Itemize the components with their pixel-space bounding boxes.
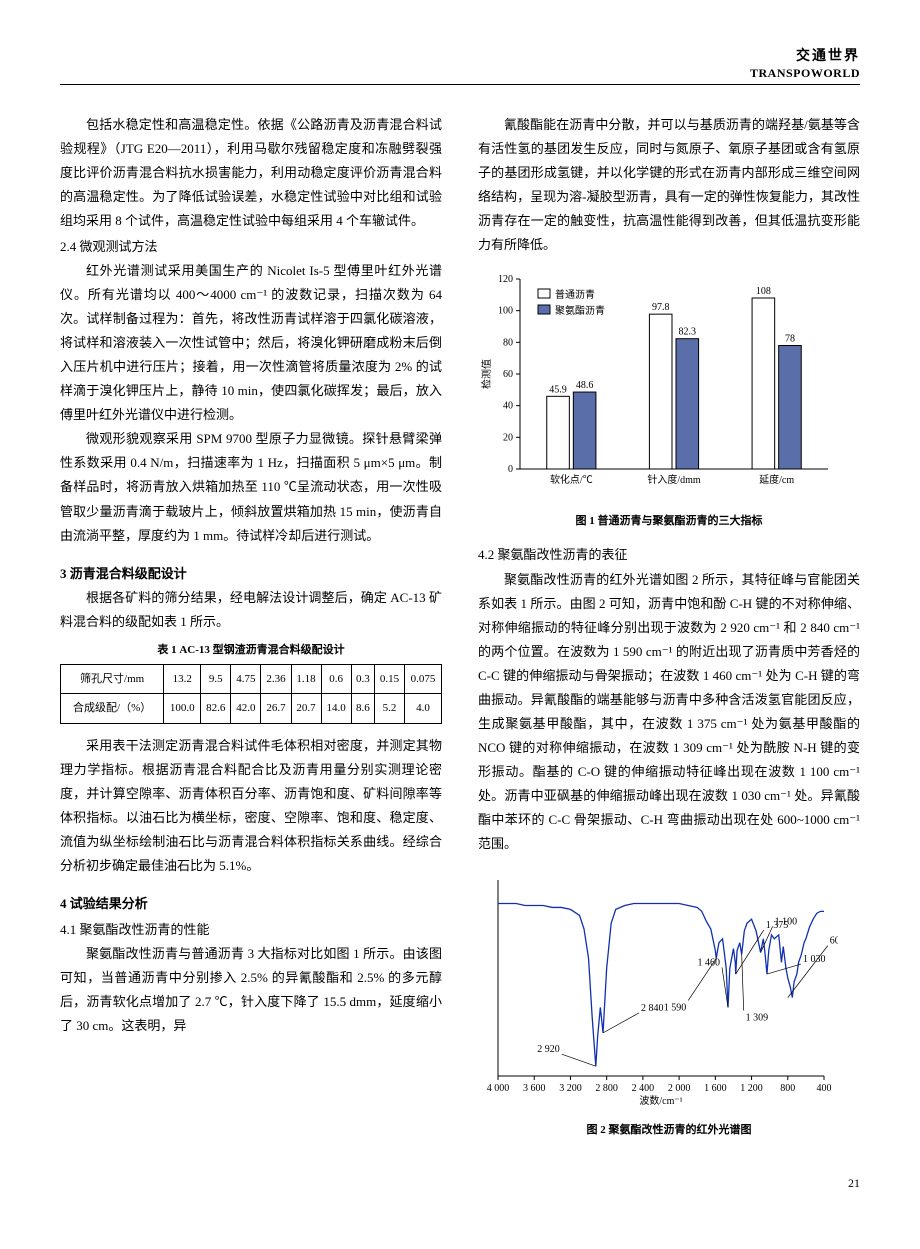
table-row: 合成级配/（%） 100.0 82.6 42.0 26.7 20.7 14.0 …: [61, 694, 442, 723]
page-header: 交通世界 TRANSPOWORLD: [60, 48, 860, 85]
bar-chart: 0 20 40 60 80 100 120 检测值 45.9 48.6 软化点/℃ 97.8 82.3 针…: [478, 267, 838, 497]
heading-4-1: 4.1 聚氨酯改性沥青的性能: [60, 918, 442, 942]
para: 氰酸酯能在沥青中分散，并可以与基质沥青的端羟基/氨基等含有活性氢的基团发生反应，…: [478, 113, 860, 257]
table-cell: 82.6: [201, 694, 231, 723]
table-cell: 0.6: [321, 665, 351, 694]
svg-text:108: 108: [756, 286, 771, 297]
table-cell: 0.15: [374, 665, 404, 694]
svg-text:软化点/℃: 软化点/℃: [550, 473, 593, 486]
table-cell: 20.7: [291, 694, 321, 723]
journal-title-en: TRANSPOWORLD: [60, 66, 860, 82]
svg-text:80: 80: [503, 337, 513, 348]
svg-text:4 000: 4 000: [487, 1083, 510, 1094]
svg-text:2 920: 2 920: [537, 1044, 560, 1055]
para: 包括水稳定性和高温稳定性。依据《公路沥青及沥青混合料试验规程》（JTG E20—…: [60, 113, 442, 233]
table-cell: 筛孔尺寸/mm: [61, 665, 164, 694]
table-1: 筛孔尺寸/mm 13.2 9.5 4.75 2.36 1.18 0.6 0.3 …: [60, 664, 442, 724]
figure-2-caption: 图 2 聚氨酯改性沥青的红外光谱图: [478, 1120, 860, 1140]
svg-text:45.9: 45.9: [549, 384, 567, 395]
table-cell: 合成级配/（%）: [61, 694, 164, 723]
svg-text:1 200: 1 200: [740, 1083, 763, 1094]
svg-text:3 200: 3 200: [559, 1083, 582, 1094]
table-cell: 9.5: [201, 665, 231, 694]
journal-title-cn: 交通世界: [60, 48, 860, 66]
svg-text:针入度/dmm: 针入度/dmm: [647, 473, 701, 486]
svg-text:400: 400: [817, 1083, 832, 1094]
svg-text:2 840: 2 840: [641, 1003, 664, 1014]
table-cell: 4.75: [231, 665, 261, 694]
table-cell: 8.6: [351, 694, 374, 723]
table-row: 筛孔尺寸/mm 13.2 9.5 4.75 2.36 1.18 0.6 0.3 …: [61, 665, 442, 694]
svg-text:20: 20: [503, 432, 513, 443]
figure-2: 4 000 3 600 3 200 2 800 2 400 2 000 1 600 1 200…: [478, 866, 860, 1114]
svg-text:800: 800: [780, 1083, 795, 1094]
svg-text:延度/cm: 延度/cm: [759, 473, 794, 486]
svg-text:普通沥青: 普通沥青: [555, 288, 595, 301]
svg-text:1 460: 1 460: [698, 957, 721, 968]
svg-text:600~1000: 600~1000: [830, 936, 838, 947]
svg-text:2 800: 2 800: [595, 1083, 618, 1094]
svg-text:120: 120: [498, 274, 513, 285]
right-column: 氰酸酯能在沥青中分散，并可以与基质沥青的端羟基/氨基等含有活性氢的基团发生反应，…: [478, 113, 860, 1145]
para: 聚氨酯改性沥青与普通沥青 3 大指标对比如图 1 所示。由该图可知，当普通沥青中…: [60, 942, 442, 1038]
table-cell: 13.2: [164, 665, 201, 694]
svg-text:2 000: 2 000: [668, 1083, 691, 1094]
table-1-caption: 表 1 AC-13 型钢渣沥青混合料级配设计: [60, 640, 442, 660]
table-cell: 4.0: [405, 694, 442, 723]
table-cell: 5.2: [374, 694, 404, 723]
svg-text:60: 60: [503, 369, 513, 380]
svg-text:检测值: 检测值: [480, 359, 493, 389]
svg-text:100: 100: [498, 306, 513, 317]
svg-text:1 309: 1 309: [746, 1013, 769, 1024]
table-cell: 0.3: [351, 665, 374, 694]
heading-4: 4 试验结果分析: [60, 892, 442, 916]
table-cell: 2.36: [261, 665, 291, 694]
para: 采用表干法测定沥青混合料试件毛体积相对密度，并测定其物理力学指标。根据沥青混合料…: [60, 734, 442, 878]
heading-2-4: 2.4 微观测试方法: [60, 235, 442, 259]
para: 微观形貌观察采用 SPM 9700 型原子力显微镜。探针悬臂梁弹性系数采用 0.…: [60, 427, 442, 547]
para: 红外光谱测试采用美国生产的 Nicolet Is-5 型傅里叶红外光谱仪。所有光…: [60, 259, 442, 427]
figure-1-caption: 图 1 普通沥青与聚氨酯沥青的三大指标: [478, 511, 860, 531]
svg-text:97.8: 97.8: [652, 302, 670, 313]
svg-text:聚氨酯沥青: 聚氨酯沥青: [555, 304, 605, 317]
table-cell: 26.7: [261, 694, 291, 723]
two-column-layout: 包括水稳定性和高温稳定性。依据《公路沥青及沥青混合料试验规程》（JTG E20—…: [60, 113, 860, 1145]
heading-4-2: 4.2 聚氨酯改性沥青的表征: [478, 543, 860, 567]
left-column: 包括水稳定性和高温稳定性。依据《公路沥青及沥青混合料试验规程》（JTG E20—…: [60, 113, 442, 1145]
svg-text:波数/cm⁻¹: 波数/cm⁻¹: [639, 1094, 682, 1106]
table-cell: 100.0: [164, 694, 201, 723]
svg-text:1 590: 1 590: [664, 1002, 687, 1013]
table-cell: 14.0: [321, 694, 351, 723]
table-cell: 1.18: [291, 665, 321, 694]
para: 聚氨酯改性沥青的红外光谱如图 2 所示，其特征峰与官能团关系如表 1 所示。由图…: [478, 568, 860, 857]
figure-1: 0 20 40 60 80 100 120 检测值 45.9 48.6 软化点/℃ 97.8 82.3 针…: [478, 267, 860, 505]
page-number: 21: [60, 1172, 860, 1194]
svg-text:78: 78: [785, 334, 795, 345]
svg-text:0: 0: [508, 464, 513, 475]
heading-3: 3 沥青混合料级配设计: [60, 562, 442, 586]
svg-text:40: 40: [503, 401, 513, 412]
svg-text:82.3: 82.3: [679, 327, 697, 338]
svg-text:3 600: 3 600: [523, 1083, 546, 1094]
table-cell: 42.0: [231, 694, 261, 723]
ir-spectrum-chart: 4 000 3 600 3 200 2 800 2 400 2 000 1 600 1 200…: [478, 866, 838, 1106]
svg-text:1 100: 1 100: [775, 917, 798, 928]
svg-text:48.6: 48.6: [576, 380, 594, 391]
table-cell: 0.075: [405, 665, 442, 694]
svg-text:2 400: 2 400: [632, 1083, 655, 1094]
para: 根据各矿料的筛分结果，经电解法设计调整后，确定 AC-13 矿料混合料的级配如表…: [60, 586, 442, 634]
svg-text:1 600: 1 600: [704, 1083, 727, 1094]
